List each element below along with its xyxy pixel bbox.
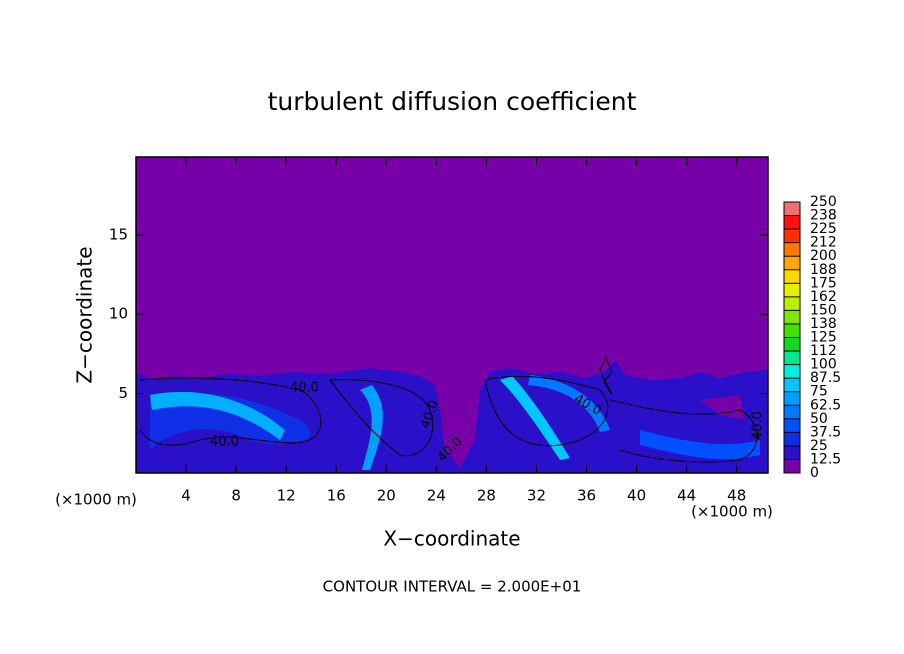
y-axis-label: Z−coordinate	[73, 246, 97, 383]
contour-line	[329, 379, 434, 457]
field-streak	[360, 385, 383, 470]
colorbar-segment	[784, 391, 800, 406]
colorbar-label: 212	[810, 235, 837, 251]
colorbar-segment	[784, 242, 800, 257]
colorbar-segment	[784, 459, 800, 473]
chart-title: turbulent diffusion coefficient	[268, 87, 637, 116]
field-streak	[500, 376, 570, 460]
colorbar-segment	[784, 337, 800, 352]
x-tick-label: 32	[527, 487, 546, 505]
colorbar-segment	[784, 269, 800, 284]
colorbar-label: 0	[810, 465, 819, 481]
y-tick-label: 15	[109, 225, 128, 243]
colorbar-segment	[784, 418, 800, 433]
colorbar-label: 125	[810, 330, 837, 346]
field-region	[700, 395, 745, 420]
colorbar-label: 87.5	[810, 370, 841, 386]
colorbar-label: 62.5	[810, 397, 841, 413]
contour-line	[139, 377, 322, 446]
colorbar-label: 200	[810, 248, 837, 264]
contour-line	[609, 399, 758, 463]
colorbar-label: 12.5	[810, 451, 841, 467]
footer-note: CONTOUR INTERVAL = 2.000E+01	[323, 578, 582, 596]
contour-label: 40.0	[210, 435, 239, 450]
colorbar-label: 25	[810, 438, 828, 454]
x-tick-label: 40	[627, 487, 646, 505]
colorbar-label: 37.5	[810, 424, 841, 440]
x-tick-label: 12	[277, 487, 296, 505]
x-tick-label: 44	[677, 487, 696, 505]
x-tick-label: 16	[327, 487, 346, 505]
y-tick-label: 5	[118, 384, 128, 402]
colorbar-segment	[784, 323, 800, 338]
colorbar-label: 162	[810, 289, 837, 305]
colorbar-label: 188	[810, 262, 837, 278]
colorbar-segment	[784, 378, 800, 392]
colorbar-label: 250	[810, 194, 837, 210]
plot-frame	[135, 156, 769, 474]
colorbar-label: 238	[810, 208, 837, 224]
contour-label: 40.0	[290, 381, 319, 396]
colorbar-label: 50	[810, 411, 828, 427]
colorbar-segment	[784, 445, 800, 460]
y-tick-label: 10	[109, 305, 128, 323]
colorbar-label: 150	[810, 302, 837, 318]
field	[136, 157, 768, 473]
x-axis-label: X−coordinate	[383, 527, 520, 551]
colorbar-label: 100	[810, 357, 837, 373]
colorbar-segment	[784, 364, 800, 379]
colorbar-segment	[784, 310, 800, 324]
colorbar-label: 225	[810, 221, 837, 237]
colorbar-segment	[784, 351, 800, 365]
colorbar-segment	[784, 229, 800, 243]
colorbar-segment	[784, 405, 800, 419]
x-tick-label: 8	[231, 487, 241, 505]
x-unit-label: (×1000 m)	[55, 491, 137, 509]
field-region	[150, 392, 311, 450]
colorbar-segment	[784, 296, 800, 311]
field-streak	[640, 430, 760, 460]
colorbar-label: 138	[810, 316, 837, 332]
x-tick-label: 24	[427, 487, 446, 505]
x-tick-label: 20	[377, 487, 396, 505]
contour-line	[599, 356, 613, 396]
colorbar-segment	[784, 283, 800, 297]
colorbar-segment	[784, 432, 800, 446]
colorbar-segment	[784, 202, 800, 216]
colorbar-label: 175	[810, 275, 837, 291]
field-streak	[528, 375, 610, 432]
colorbar-segment	[784, 215, 800, 230]
x-tick-label: 48	[727, 487, 746, 505]
contour-label: 40.0	[751, 411, 766, 440]
colorbar-label: 75	[810, 384, 828, 400]
colorbar-label: 112	[810, 343, 837, 359]
x-unit-label: (×1000 m)	[691, 503, 773, 521]
x-tick-label: 28	[477, 487, 496, 505]
x-tick-label: 4	[181, 487, 191, 505]
field-streak	[150, 391, 285, 440]
colorbar-segment	[784, 256, 800, 270]
contour-line	[484, 375, 609, 447]
x-tick-label: 36	[577, 487, 596, 505]
